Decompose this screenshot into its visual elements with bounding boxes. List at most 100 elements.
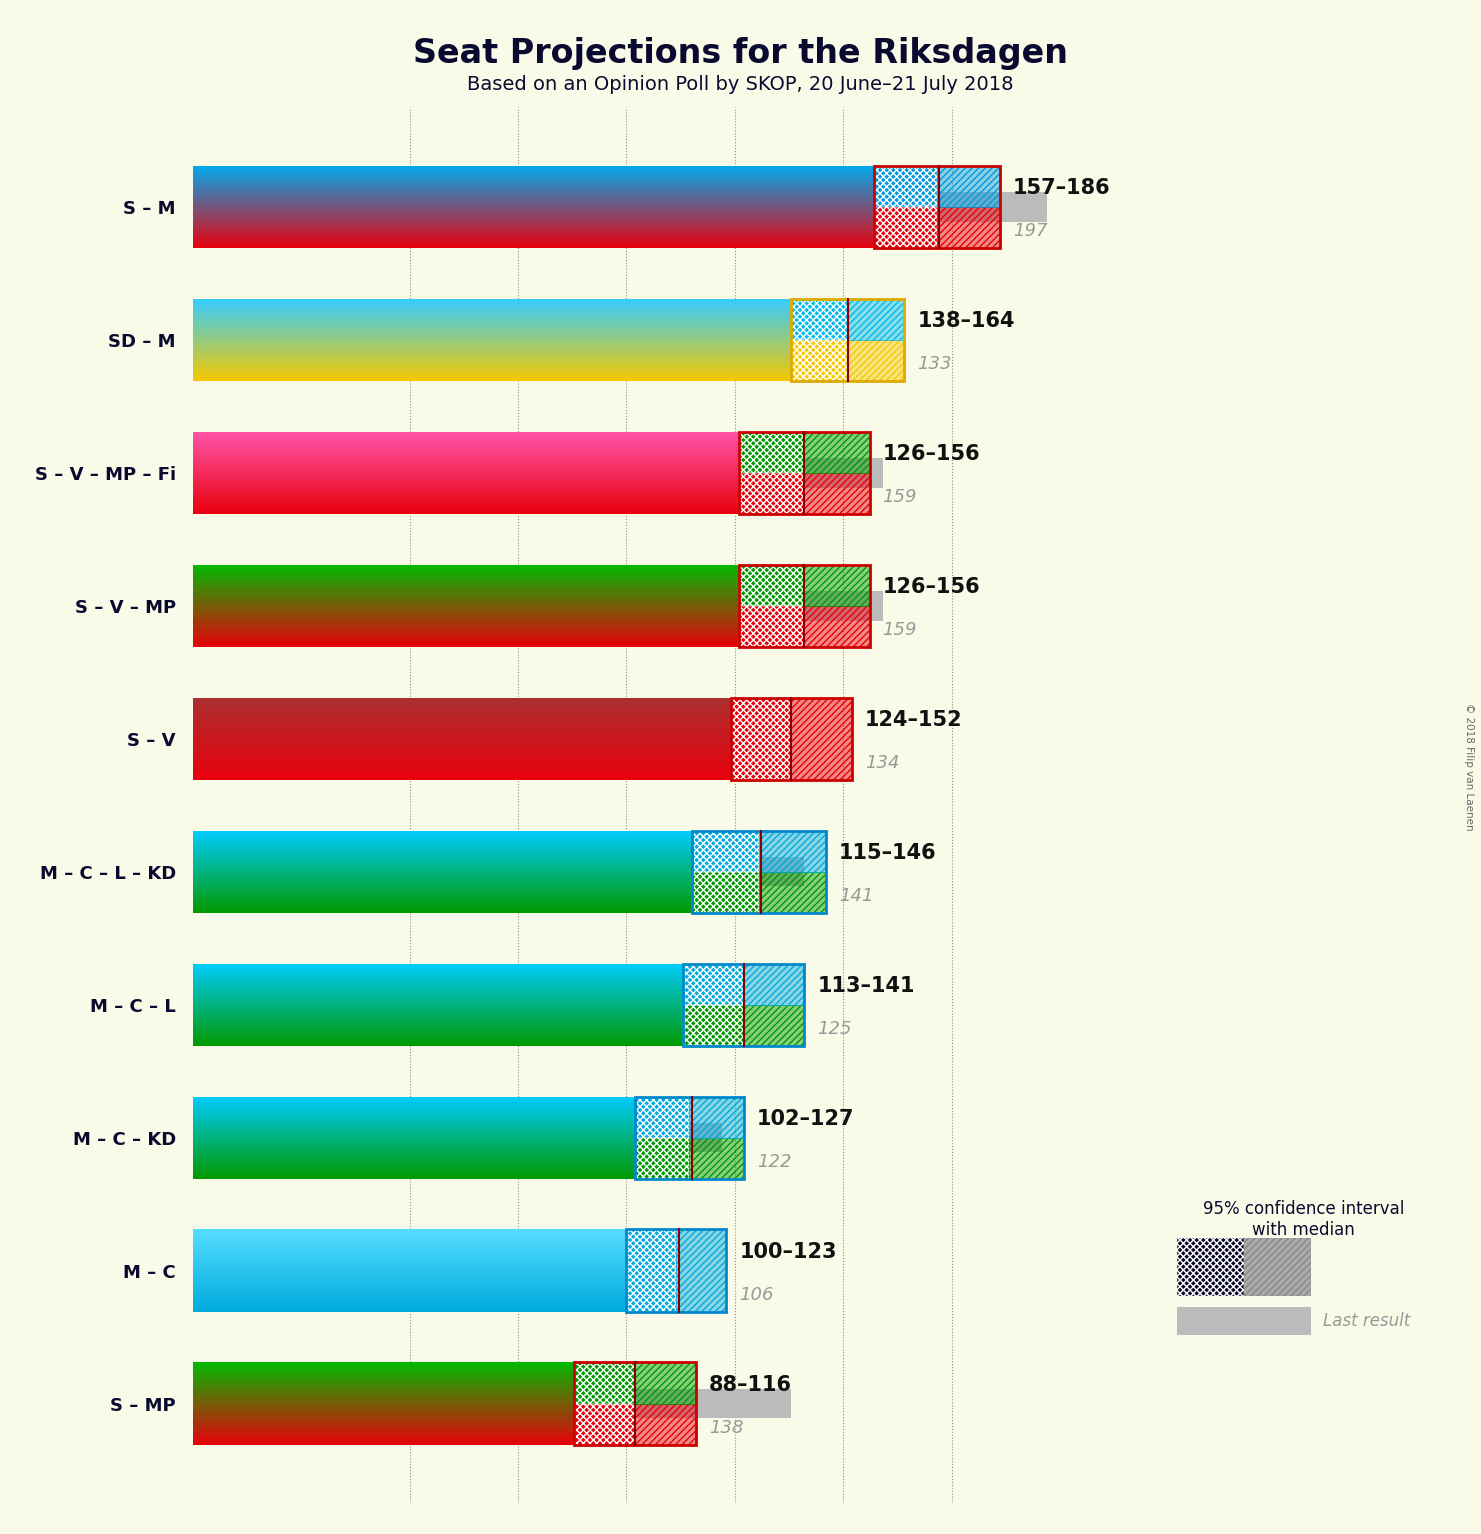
Bar <box>193 192 1047 222</box>
Bar <box>743 1005 804 1046</box>
Text: 159: 159 <box>883 488 917 506</box>
Bar <box>791 341 847 382</box>
Bar <box>193 1388 791 1419</box>
Bar <box>847 341 905 382</box>
Bar <box>874 207 937 249</box>
Bar <box>635 1097 690 1138</box>
Text: 138: 138 <box>709 1419 743 1436</box>
Bar <box>1244 1238 1311 1296</box>
Bar <box>683 1005 743 1046</box>
Bar <box>739 472 804 514</box>
Text: 115–146: 115–146 <box>840 844 937 864</box>
Bar <box>739 606 804 647</box>
Text: 138–164: 138–164 <box>917 311 1014 331</box>
Bar <box>743 963 804 1005</box>
Text: 100–123: 100–123 <box>739 1243 837 1262</box>
Bar <box>937 166 1000 207</box>
Text: 88–116: 88–116 <box>709 1374 792 1394</box>
Bar <box>804 606 869 647</box>
Bar <box>791 299 847 341</box>
Bar <box>690 1097 743 1138</box>
Bar <box>683 1005 743 1046</box>
Text: 157–186: 157–186 <box>1013 178 1111 198</box>
Bar <box>626 1229 677 1312</box>
Bar <box>683 963 743 1005</box>
Bar <box>1177 1238 1244 1296</box>
Bar <box>692 830 758 871</box>
Bar <box>575 1404 635 1445</box>
Bar <box>739 431 804 472</box>
Bar <box>804 606 869 647</box>
Bar <box>758 830 826 871</box>
Bar <box>758 871 826 913</box>
Bar <box>874 207 937 249</box>
Bar <box>635 1097 690 1138</box>
Bar <box>937 207 1000 249</box>
Bar <box>847 299 905 341</box>
Bar <box>193 459 883 488</box>
Bar <box>635 1404 696 1445</box>
Text: 95% confidence interval
with median: 95% confidence interval with median <box>1203 1200 1404 1239</box>
Text: 133: 133 <box>917 354 952 373</box>
Bar <box>677 1229 726 1312</box>
Bar <box>193 858 804 887</box>
Bar <box>690 1097 743 1138</box>
Bar <box>874 166 937 207</box>
Bar <box>791 299 847 341</box>
Text: Last result: Last result <box>1323 1312 1410 1330</box>
Bar <box>690 1138 743 1180</box>
Bar <box>791 698 852 781</box>
Bar <box>626 1229 726 1312</box>
Bar <box>575 1362 635 1404</box>
Text: Seat Projections for the Riksdagen: Seat Projections for the Riksdagen <box>413 37 1068 71</box>
Bar <box>739 431 804 472</box>
Bar <box>575 1404 635 1445</box>
Bar <box>193 1256 653 1285</box>
Text: 141: 141 <box>840 887 874 905</box>
Bar <box>730 698 791 781</box>
Bar <box>626 1229 677 1312</box>
Bar <box>739 606 804 647</box>
Bar <box>635 1404 696 1445</box>
Text: 134: 134 <box>865 753 899 772</box>
Text: 122: 122 <box>757 1152 791 1170</box>
Bar <box>739 565 804 606</box>
Bar <box>758 830 826 871</box>
Bar <box>730 698 852 781</box>
Bar <box>874 166 937 207</box>
Bar <box>743 1005 804 1046</box>
Bar <box>575 1362 635 1404</box>
Bar <box>1244 1238 1311 1296</box>
Bar <box>575 1362 696 1445</box>
Bar <box>692 830 758 871</box>
Text: 126–156: 126–156 <box>883 445 980 465</box>
Text: 197: 197 <box>1013 222 1047 239</box>
Bar <box>677 1229 726 1312</box>
Bar <box>758 871 826 913</box>
Text: 159: 159 <box>883 621 917 638</box>
Bar <box>847 341 905 382</box>
Bar <box>692 830 826 913</box>
Bar <box>791 698 852 781</box>
Bar <box>804 565 869 606</box>
Bar <box>635 1138 690 1180</box>
Bar <box>730 698 791 781</box>
Bar <box>937 207 1000 249</box>
Bar <box>635 1362 696 1404</box>
Bar <box>683 963 804 1046</box>
Bar <box>690 1138 743 1180</box>
Text: 125: 125 <box>818 1020 852 1037</box>
Bar <box>193 1123 721 1152</box>
Bar <box>692 871 758 913</box>
Text: 126–156: 126–156 <box>883 577 980 597</box>
Bar <box>739 472 804 514</box>
Bar <box>804 431 869 472</box>
Bar <box>791 341 847 382</box>
Bar <box>791 299 905 382</box>
Bar <box>804 431 869 472</box>
Bar <box>739 565 804 606</box>
Text: 106: 106 <box>739 1285 775 1304</box>
Bar <box>193 989 735 1020</box>
Text: 124–152: 124–152 <box>865 710 963 730</box>
Bar <box>804 565 869 606</box>
